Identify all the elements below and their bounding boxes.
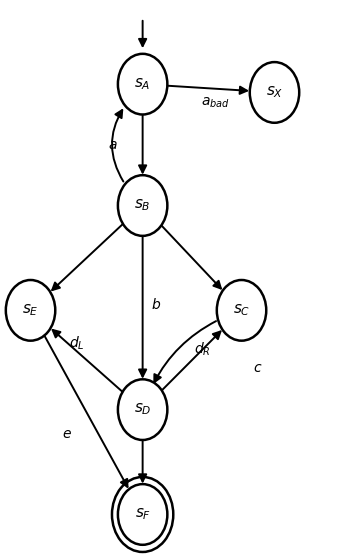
Ellipse shape	[250, 62, 299, 123]
Ellipse shape	[118, 379, 167, 440]
Text: $s_A$: $s_A$	[135, 76, 151, 92]
Text: $s_C$: $s_C$	[233, 302, 250, 318]
Text: $d_L$: $d_L$	[69, 335, 84, 352]
Text: $a$: $a$	[108, 138, 118, 152]
Text: $d_R$: $d_R$	[194, 340, 210, 358]
Text: $c$: $c$	[253, 361, 263, 375]
FancyArrowPatch shape	[139, 441, 146, 482]
Text: $b$: $b$	[151, 297, 161, 312]
Text: $s_X$: $s_X$	[266, 85, 283, 100]
Ellipse shape	[118, 54, 167, 114]
Text: $s_F$: $s_F$	[135, 507, 151, 522]
Text: $s_D$: $s_D$	[134, 402, 151, 418]
FancyArrowPatch shape	[162, 226, 221, 288]
FancyArrowPatch shape	[139, 236, 146, 377]
FancyArrowPatch shape	[45, 336, 127, 487]
FancyArrowPatch shape	[154, 321, 216, 382]
Text: $s_E$: $s_E$	[22, 302, 39, 318]
FancyArrowPatch shape	[52, 225, 123, 290]
Text: $e$: $e$	[62, 427, 72, 441]
FancyArrowPatch shape	[53, 330, 122, 391]
Ellipse shape	[217, 280, 266, 340]
FancyArrowPatch shape	[168, 86, 247, 94]
Ellipse shape	[118, 484, 167, 545]
FancyArrowPatch shape	[139, 115, 146, 172]
FancyArrowPatch shape	[112, 110, 123, 181]
FancyArrowPatch shape	[162, 332, 220, 390]
Ellipse shape	[6, 280, 55, 340]
Text: $s_B$: $s_B$	[134, 198, 151, 213]
Ellipse shape	[118, 175, 167, 236]
Text: $a_{bad}$: $a_{bad}$	[201, 95, 230, 110]
